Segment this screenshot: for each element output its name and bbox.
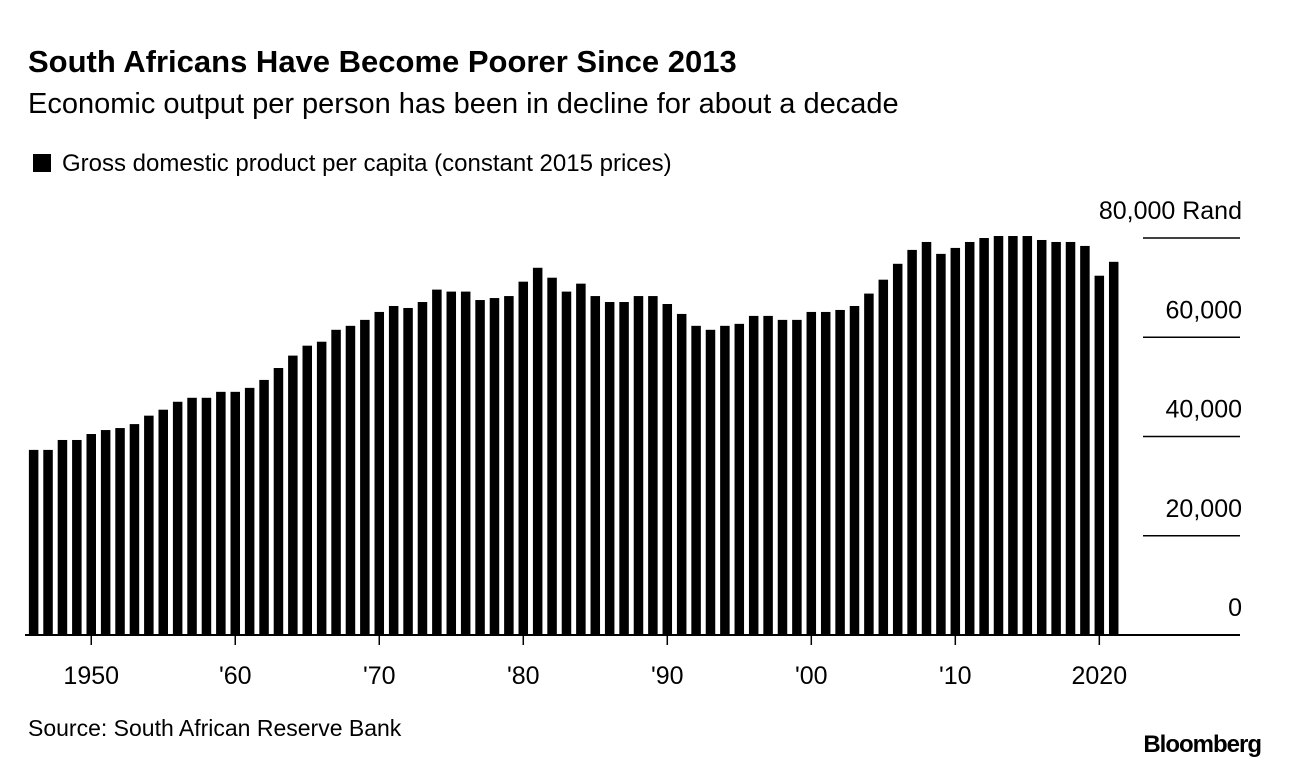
bar (532, 267, 543, 635)
bar (748, 315, 759, 635)
bar (144, 415, 154, 635)
bar (1051, 241, 1061, 635)
bar (475, 300, 485, 635)
bar (504, 296, 514, 635)
bar (936, 253, 946, 635)
bar (115, 428, 125, 635)
bar (705, 329, 716, 635)
bar (417, 302, 428, 635)
bar (43, 449, 53, 635)
bar (259, 379, 269, 635)
bar (288, 355, 298, 635)
bar (489, 298, 500, 635)
bar (1108, 261, 1119, 635)
bar (720, 325, 730, 635)
bar (388, 305, 399, 635)
bar (921, 241, 932, 635)
bar (403, 307, 413, 635)
bar (316, 341, 327, 635)
bar (1036, 239, 1047, 636)
brand: Bloomberg (1143, 731, 1261, 758)
bar (216, 391, 226, 635)
bar (734, 323, 745, 635)
source: Source: South African Reserve Bank (28, 715, 402, 741)
bar (648, 296, 658, 635)
bar (72, 439, 82, 635)
bar (633, 296, 644, 635)
bar (331, 329, 341, 635)
bar (907, 249, 917, 635)
x-tick-label: '70 (363, 662, 396, 690)
x-tick-label: 1950 (63, 662, 119, 690)
bar (950, 247, 961, 636)
bar (230, 391, 241, 635)
bar (460, 291, 471, 635)
bar (374, 311, 385, 635)
bar (244, 387, 255, 635)
bar (345, 325, 356, 635)
bar (86, 434, 96, 635)
bar (446, 291, 457, 635)
bar (878, 279, 889, 635)
bar (806, 311, 817, 635)
bar (964, 241, 975, 635)
bar (619, 302, 629, 635)
bar (676, 313, 687, 635)
bar (129, 424, 140, 635)
chart-subtitle: Economic output per person has been in d… (28, 88, 899, 120)
bar (518, 281, 529, 635)
x-tick-label: '00 (795, 662, 828, 690)
legend-swatch (33, 154, 51, 172)
y-tick-label: 60,000 (1166, 296, 1242, 324)
bar (691, 325, 701, 635)
y-tick-label: 40,000 (1166, 396, 1242, 424)
bar (590, 296, 601, 635)
bar (187, 397, 197, 635)
bar (158, 409, 169, 635)
legend-label: Gross domestic product per capita (const… (62, 150, 672, 177)
bar (777, 319, 788, 635)
bar (100, 430, 111, 635)
y-tick-label: 0 (1228, 594, 1242, 622)
bar (57, 439, 68, 635)
y-tick-label: 80,000 Rand (1099, 197, 1242, 225)
bar (849, 305, 860, 635)
bar (892, 263, 903, 635)
bar (835, 309, 845, 635)
bar (1022, 236, 1033, 635)
bar (302, 345, 313, 635)
bar (547, 277, 557, 635)
bar (273, 368, 284, 635)
bar (993, 236, 1004, 635)
x-tick-label: '80 (507, 662, 540, 690)
bar (792, 319, 802, 635)
bar (1008, 236, 1018, 635)
bar (360, 319, 370, 635)
bar (172, 401, 183, 635)
bar (763, 315, 773, 635)
bar (432, 289, 442, 635)
bar (864, 293, 874, 635)
bar (561, 291, 572, 635)
bar (28, 449, 39, 635)
bar (576, 283, 586, 635)
x-tick-label: '60 (219, 662, 252, 690)
y-tick-label: 20,000 (1166, 495, 1242, 523)
x-tick-label: '10 (939, 662, 972, 690)
bar (979, 238, 989, 635)
bar (1065, 241, 1076, 635)
bar (604, 302, 615, 635)
bar (201, 397, 212, 635)
x-tick-label: '90 (651, 662, 684, 690)
chart-title: South Africans Have Become Poorer Since … (28, 44, 737, 79)
bar (820, 311, 831, 635)
bar (1094, 275, 1105, 635)
bar (1080, 245, 1090, 635)
bar (662, 304, 673, 635)
x-tick-label: 2020 (1072, 662, 1128, 690)
